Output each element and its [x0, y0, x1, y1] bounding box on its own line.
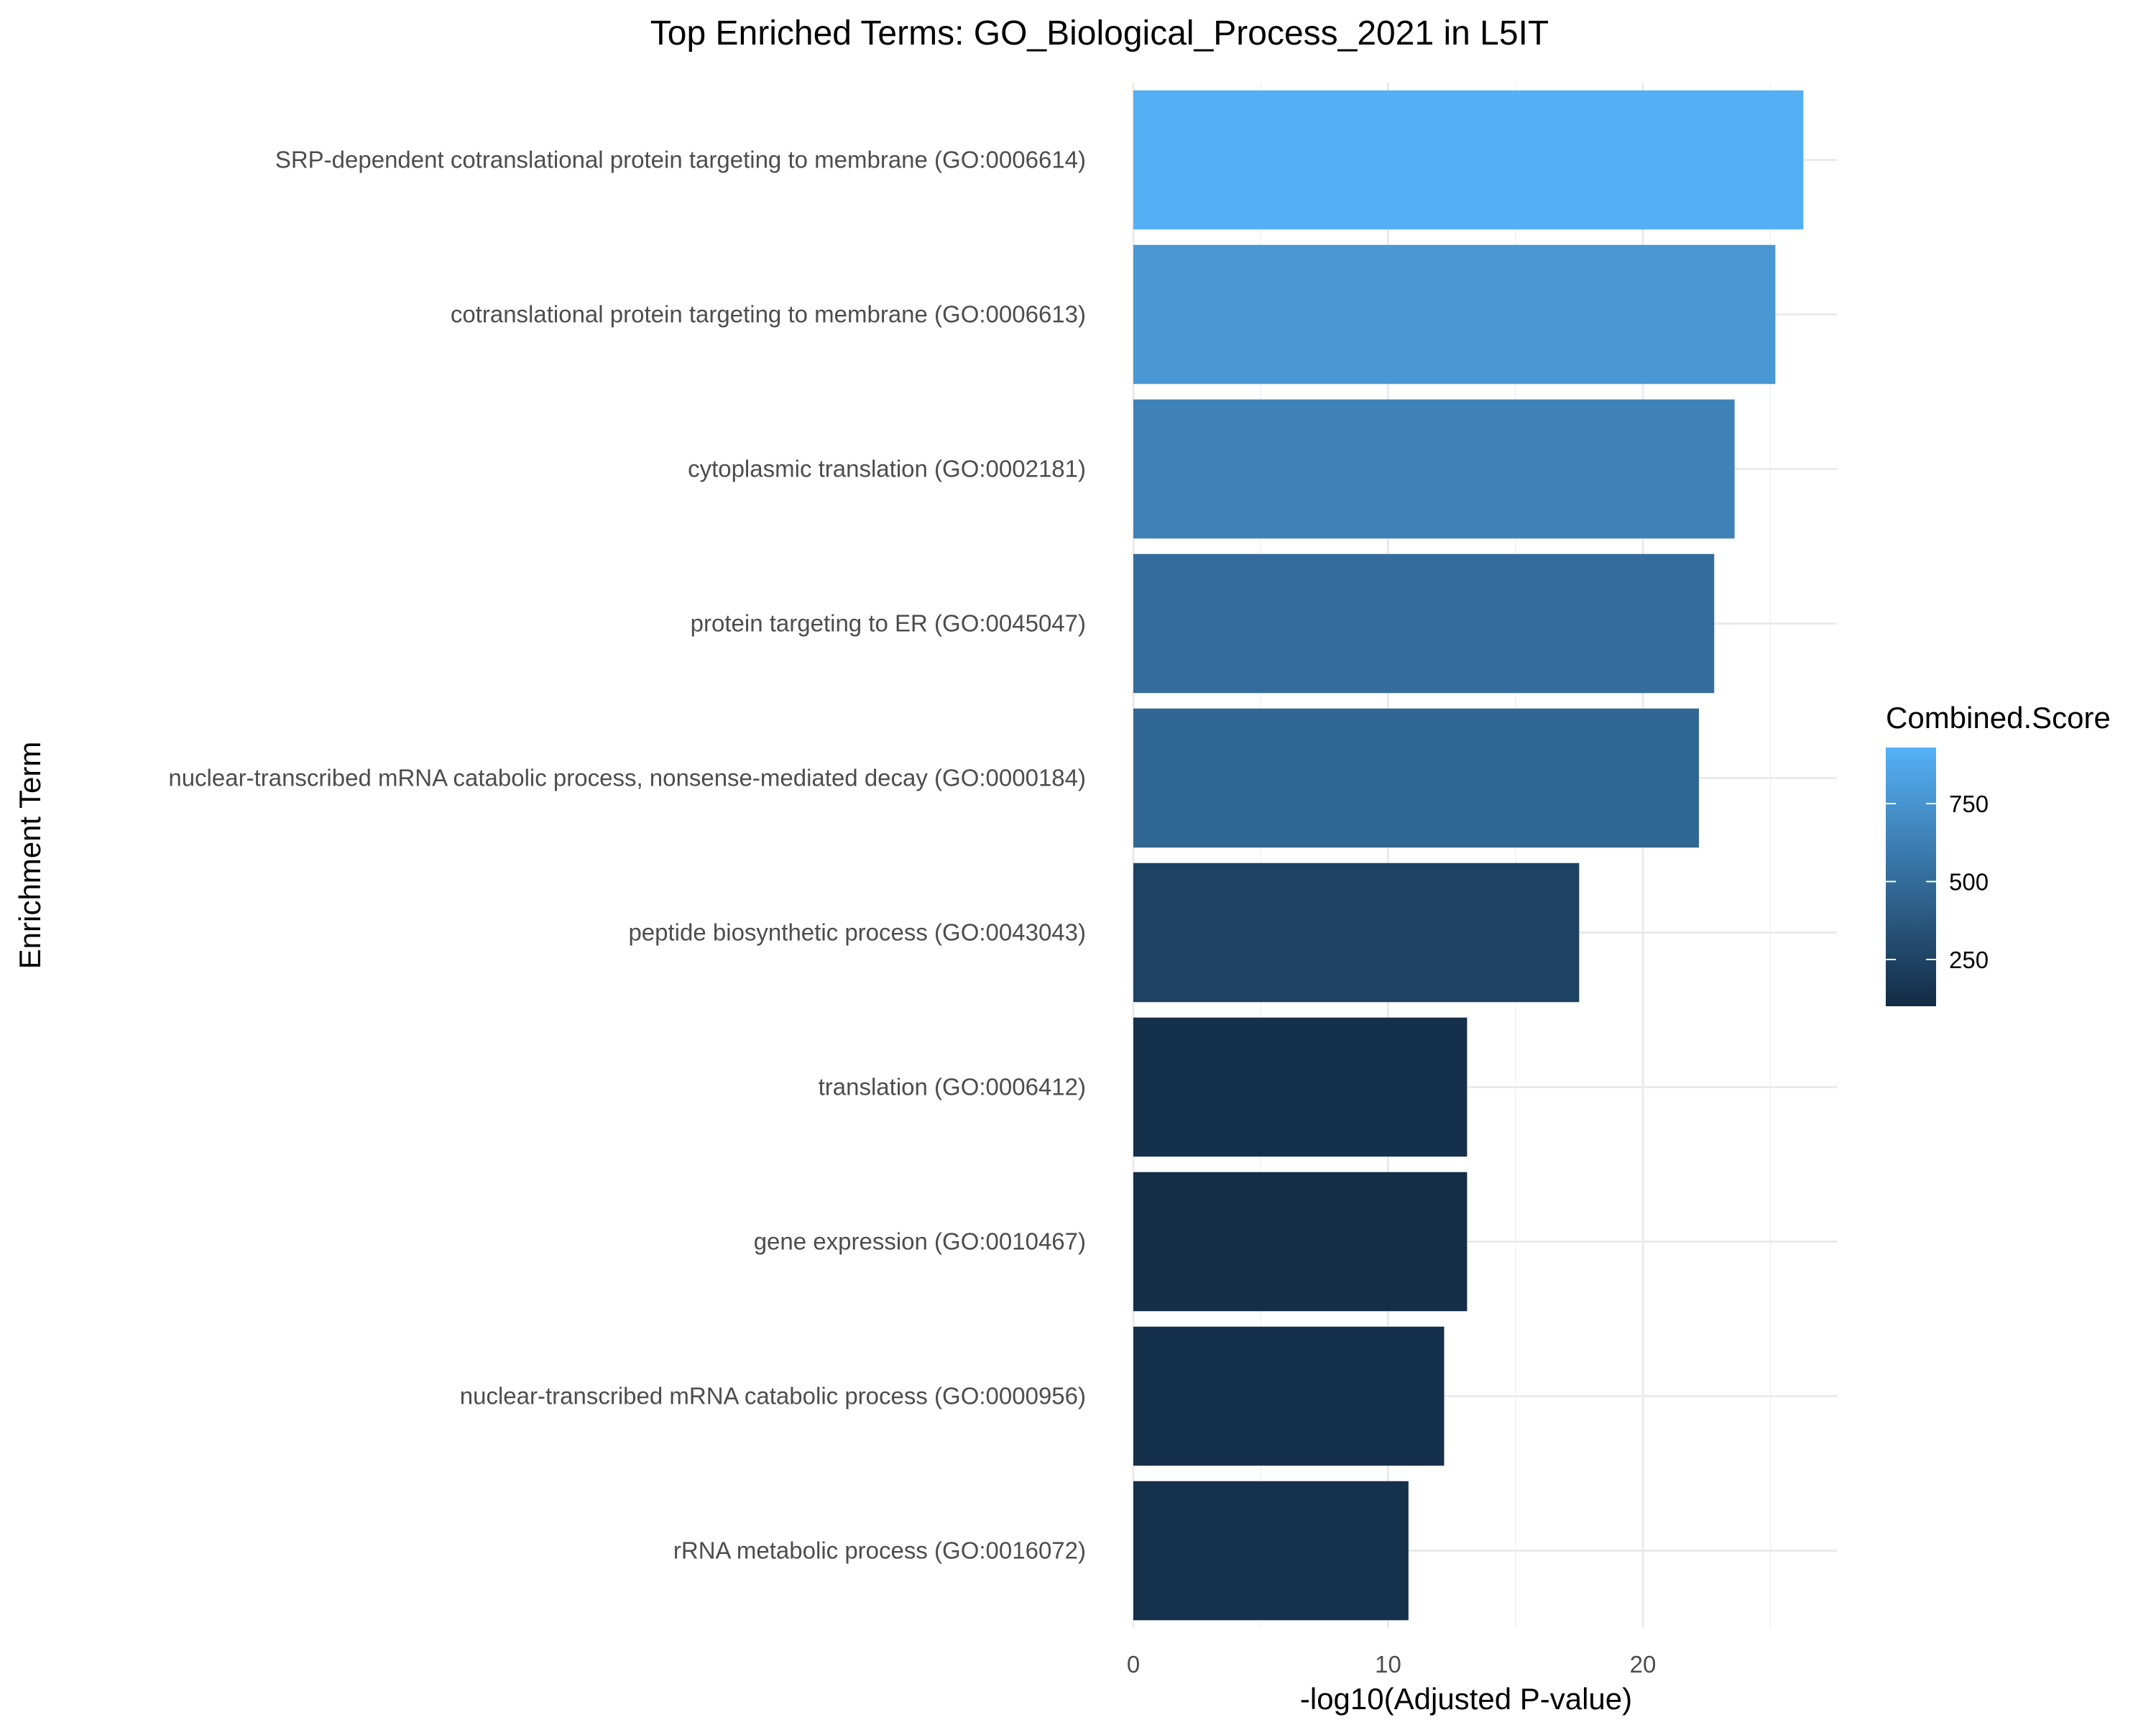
- y-tick-label: translation (GO:0006412): [819, 1074, 1086, 1100]
- x-axis-title: -log10(Adjusted P-value): [1300, 1682, 1632, 1716]
- legend-ticks: 250 500 750: [1886, 791, 1989, 973]
- y-tick-label: peptide biosynthetic process (GO:0043043…: [628, 919, 1086, 946]
- x-tick-label: 0: [1127, 1651, 1140, 1678]
- bar: [1133, 1481, 1409, 1621]
- bar: [1133, 399, 1735, 539]
- bar: [1133, 1017, 1468, 1157]
- y-tick-label: protein targeting to ER (GO:0045047): [691, 610, 1086, 637]
- y-tick-label: rRNA metabolic process (GO:0016072): [673, 1537, 1086, 1564]
- legend-tick-label: 500: [1949, 869, 1989, 896]
- y-axis-tick-labels: SRP-dependent cotranslational protein ta…: [168, 147, 1086, 1564]
- x-tick-label: 20: [1630, 1651, 1657, 1678]
- y-tick-label: nuclear-transcribed mRNA catabolic proce…: [460, 1383, 1086, 1409]
- bar: [1133, 553, 1715, 694]
- bar: [1133, 90, 1804, 230]
- bar: [1133, 1172, 1468, 1312]
- legend-title: Combined.Score: [1886, 701, 2111, 735]
- bar-series: [1133, 90, 1804, 1621]
- y-tick-label: cotranslational protein targeting to mem…: [451, 301, 1086, 328]
- legend-colorbar: [1886, 748, 1936, 1006]
- bar: [1133, 1326, 1445, 1466]
- y-tick-label: nuclear-transcribed mRNA catabolic proce…: [168, 765, 1086, 791]
- y-tick-label: gene expression (GO:0010467): [754, 1228, 1086, 1255]
- bar: [1133, 244, 1776, 385]
- y-tick-label: SRP-dependent cotranslational protein ta…: [275, 147, 1086, 173]
- bar: [1133, 708, 1699, 848]
- legend-tick-label: 750: [1949, 791, 1989, 817]
- legend-tick-label: 250: [1949, 947, 1989, 973]
- bar: [1133, 862, 1580, 1003]
- x-axis-tick-labels: 0 10 20: [1127, 1651, 1657, 1678]
- chart-title: Top Enriched Terms: GO_Biological_Proces…: [650, 14, 1549, 52]
- x-tick-label: 10: [1375, 1651, 1401, 1678]
- y-tick-label: cytoplasmic translation (GO:0002181): [688, 456, 1086, 482]
- y-axis-title: Enrichment Term: [13, 742, 47, 970]
- color-legend: Combined.Score 250 500 750: [1886, 701, 2111, 1006]
